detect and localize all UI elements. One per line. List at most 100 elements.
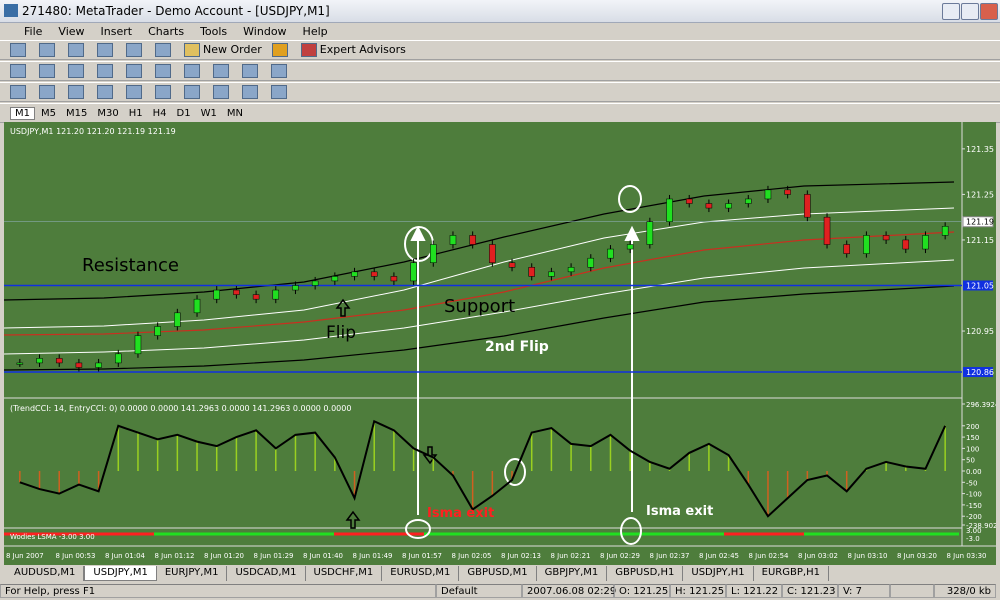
chart-tab[interactable]: USDJPY,H1 xyxy=(683,566,754,581)
chart-tab[interactable]: EURUSD,M1 xyxy=(382,566,460,581)
chart-tab[interactable]: AUDUSD,M1 xyxy=(6,566,85,581)
timeframe-toolbar: M1 M5 M15 M30 H1 H4 D1 W1 MN xyxy=(0,103,1000,123)
candle xyxy=(154,326,161,336)
menu-item[interactable]: Charts xyxy=(148,25,185,38)
status-open: O: 121.25 xyxy=(614,583,670,598)
time-label: 8 Jun 01:57 xyxy=(402,552,442,560)
new-order-label: New Order xyxy=(203,43,262,56)
candle xyxy=(705,203,713,209)
menu-item[interactable]: Help xyxy=(302,25,328,38)
chart-tab[interactable]: USDJPY,M1 xyxy=(84,566,157,581)
app-icon xyxy=(4,4,18,17)
candle xyxy=(784,189,791,195)
maximize-button[interactable] xyxy=(961,3,979,20)
timeframe-button[interactable]: M5 xyxy=(41,107,56,119)
time-label: 8 Jun 03:10 xyxy=(848,552,888,560)
current-price-box xyxy=(962,216,994,228)
candle xyxy=(685,198,693,204)
candle xyxy=(331,276,339,282)
band-upper-inner xyxy=(4,207,955,329)
cci-tick-label: 0.00 xyxy=(966,468,982,476)
timeframe-button[interactable]: M1 xyxy=(10,106,35,120)
candle xyxy=(410,262,417,282)
cci-tick-label: 200 xyxy=(966,423,979,431)
menu-item[interactable]: Window xyxy=(243,25,287,38)
chart-tab[interactable]: EURJPY,M1 xyxy=(156,566,228,581)
menu-item[interactable]: Insert xyxy=(100,25,133,38)
candle xyxy=(941,226,949,236)
time-label: 8 Jun 01:20 xyxy=(204,552,244,560)
status-traffic: 328/0 kb xyxy=(934,583,996,598)
annotation-flip: Flip xyxy=(326,323,356,343)
candle xyxy=(351,271,358,277)
timeframe-button[interactable]: H4 xyxy=(152,107,167,119)
candle xyxy=(134,335,142,355)
candle xyxy=(528,267,535,277)
price-tick-label: 120.95 xyxy=(966,327,994,336)
chart-tab[interactable]: GBPUSD,M1 xyxy=(459,566,537,581)
status-close: C: 121.23 xyxy=(782,583,838,598)
candle xyxy=(548,271,555,277)
new-order-button[interactable]: New Order xyxy=(184,43,262,57)
time-label: 8 Jun 02:13 xyxy=(501,552,541,560)
candle xyxy=(646,221,654,245)
minimize-button[interactable] xyxy=(942,3,960,20)
cci-tick-label: 50 xyxy=(966,457,975,465)
annotation-exit: Isma exit xyxy=(646,504,713,519)
time-label: 8 Jun 01:12 xyxy=(155,552,195,560)
chart-tab[interactable]: EURGBP,H1 xyxy=(753,566,829,581)
timeframe-button[interactable]: W1 xyxy=(200,107,217,119)
status-low: L: 121.22 xyxy=(726,583,782,598)
time-label: 8 Jun 2007 xyxy=(6,552,44,560)
candle xyxy=(430,244,437,263)
timeframe-button[interactable]: M15 xyxy=(66,107,88,119)
menu-item[interactable]: File xyxy=(24,25,43,38)
band-upper xyxy=(4,181,955,301)
menu-item[interactable]: View xyxy=(58,25,85,38)
candle xyxy=(36,358,43,364)
candle xyxy=(292,285,299,291)
candle xyxy=(863,235,870,254)
time-label: 8 Jun 02:05 xyxy=(452,552,492,560)
time-label: 8 Jun 01:29 xyxy=(254,552,294,560)
menu-bar: File View Insert Charts Tools Window Help xyxy=(0,23,1000,40)
candle xyxy=(823,216,831,245)
candle xyxy=(567,267,575,273)
expert-advisors-button[interactable]: Expert Advisors xyxy=(300,43,406,57)
time-label: 8 Jun 03:20 xyxy=(897,552,937,560)
timeframe-button[interactable]: D1 xyxy=(176,107,191,119)
candle xyxy=(95,362,102,368)
cci-header: (TrendCCI: 14, EntryCCI: 0) 0.0000 0.000… xyxy=(10,404,351,413)
chart-tab[interactable]: USDCHF,M1 xyxy=(305,566,383,581)
cci-tick-label: 296.3924 xyxy=(966,401,996,409)
cci-tick-label: 100 xyxy=(966,445,979,453)
chart-tab[interactable]: USDCAD,M1 xyxy=(227,566,306,581)
candle xyxy=(370,271,378,277)
chart-tab[interactable]: GBPUSD,H1 xyxy=(607,566,684,581)
timeframe-button[interactable]: MN xyxy=(226,107,243,119)
timeframe-button[interactable]: M30 xyxy=(97,107,119,119)
chart-header: USDJPY,M1 121.20 121.20 121.19 121.19 xyxy=(10,127,176,136)
status-profile: Default xyxy=(436,583,522,598)
time-label: 8 Jun 03:02 xyxy=(798,552,838,560)
candle xyxy=(115,353,122,364)
status-bar: For Help, press F1 Default 2007.06.08 02… xyxy=(0,582,1000,599)
time-label: 8 Jun 02:21 xyxy=(551,552,591,560)
candle xyxy=(252,294,260,300)
time-label: 8 Jun 03:30 xyxy=(947,552,987,560)
candle xyxy=(882,235,890,241)
cci-tick-label: -238.902 xyxy=(966,522,996,530)
level-label-box xyxy=(963,280,993,291)
lsma-tick: -3.0 xyxy=(966,535,980,543)
chart-window: 121.35 121.25 121.15 120.95 121.05 120.86 121.… xyxy=(4,122,996,565)
close-button[interactable] xyxy=(980,3,998,20)
chart-toolbar xyxy=(0,82,1000,102)
candle xyxy=(725,203,732,209)
annotation-second-flip: 2nd Flip xyxy=(485,339,549,355)
chart-tab[interactable]: GBPJPY,M1 xyxy=(536,566,608,581)
candle xyxy=(764,189,772,200)
candle xyxy=(213,289,220,300)
timeframe-button[interactable]: H1 xyxy=(128,107,143,119)
menu-item[interactable]: Tools xyxy=(200,25,228,38)
